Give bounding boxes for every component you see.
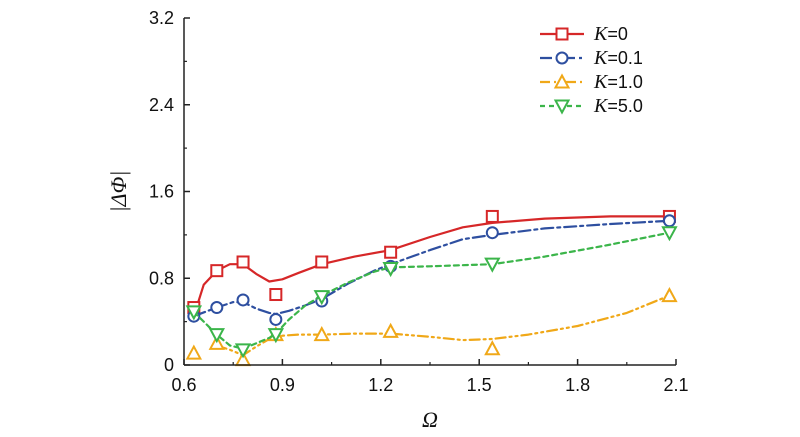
x-axis-ticks: 0.6 0.9 1.2 1.5 1.8 2.1 xyxy=(171,359,689,395)
x-tick-label: 0.9 xyxy=(270,375,295,395)
data-point xyxy=(382,322,399,338)
data-point xyxy=(269,312,283,326)
legend-value: =1.0 xyxy=(607,72,643,92)
data-point xyxy=(661,226,678,242)
data-point xyxy=(269,288,283,302)
data-point xyxy=(208,328,225,344)
data-point xyxy=(662,214,676,228)
x-tick-label: 1.2 xyxy=(368,375,393,395)
data-point xyxy=(384,245,398,259)
y-tick-label: 3.2 xyxy=(149,8,174,28)
legend-label: K=0 xyxy=(593,23,628,45)
series-3 xyxy=(185,287,678,367)
data-point xyxy=(210,301,224,315)
data-point xyxy=(313,326,330,342)
legend-marker xyxy=(555,51,569,65)
legend-symbol: K xyxy=(593,47,609,69)
data-point xyxy=(185,344,203,360)
x-tick-label: 1.8 xyxy=(565,375,590,395)
data-point xyxy=(236,293,250,307)
legend-label: K=0.1 xyxy=(593,47,643,69)
legend-marker xyxy=(553,73,571,89)
legend-marker xyxy=(555,27,569,41)
legend-label: K=1.0 xyxy=(593,71,643,93)
legend-item: K=0 xyxy=(540,23,628,45)
legend-symbol: K xyxy=(593,95,609,117)
plot-area xyxy=(185,209,678,367)
x-axis-title: Ω xyxy=(422,407,438,432)
legend-item: K=0.1 xyxy=(540,47,643,69)
data-point xyxy=(485,209,499,223)
x-tick-label: 0.6 xyxy=(171,375,196,395)
legend-label: K=5.0 xyxy=(593,95,643,117)
data-point xyxy=(485,226,499,240)
series-line xyxy=(215,294,671,357)
x-tick-label: 2.1 xyxy=(663,375,688,395)
y-tick-label: 1.6 xyxy=(149,182,174,202)
legend-item: K=1.0 xyxy=(540,71,643,93)
series-line xyxy=(192,231,671,350)
series-line xyxy=(192,215,671,318)
legend-value: =0 xyxy=(607,24,628,44)
y-axis-title: |ΔΦ| xyxy=(106,171,131,213)
data-point xyxy=(210,264,224,278)
y-tick-label: 2.4 xyxy=(149,95,174,115)
legend: K=0K=0.1K=1.0K=5.0 xyxy=(540,23,643,117)
data-point xyxy=(315,255,329,269)
data-point xyxy=(234,343,252,359)
legend-marker xyxy=(553,99,571,115)
legend-symbol: K xyxy=(593,23,609,45)
series-4 xyxy=(185,226,678,359)
data-point xyxy=(484,340,501,356)
data-point xyxy=(484,257,501,273)
x-tick-label: 1.5 xyxy=(467,375,492,395)
data-point xyxy=(267,328,285,344)
legend-value: =5.0 xyxy=(607,96,643,116)
legend-value: =0.1 xyxy=(607,48,643,68)
data-point xyxy=(382,261,399,278)
legend-symbol: K xyxy=(593,71,609,93)
series-line xyxy=(192,219,671,318)
data-point xyxy=(313,290,330,306)
legend-item: K=5.0 xyxy=(540,95,643,117)
data-point xyxy=(236,255,250,269)
data-point xyxy=(185,305,203,321)
series-2 xyxy=(187,214,676,326)
y-axis-ticks: 0 0.8 1.6 2.4 3.2 xyxy=(149,8,190,375)
series-1 xyxy=(187,209,676,318)
y-tick-label: 0.8 xyxy=(149,268,174,288)
data-point xyxy=(661,287,678,303)
y-tick-label: 0 xyxy=(164,355,174,375)
